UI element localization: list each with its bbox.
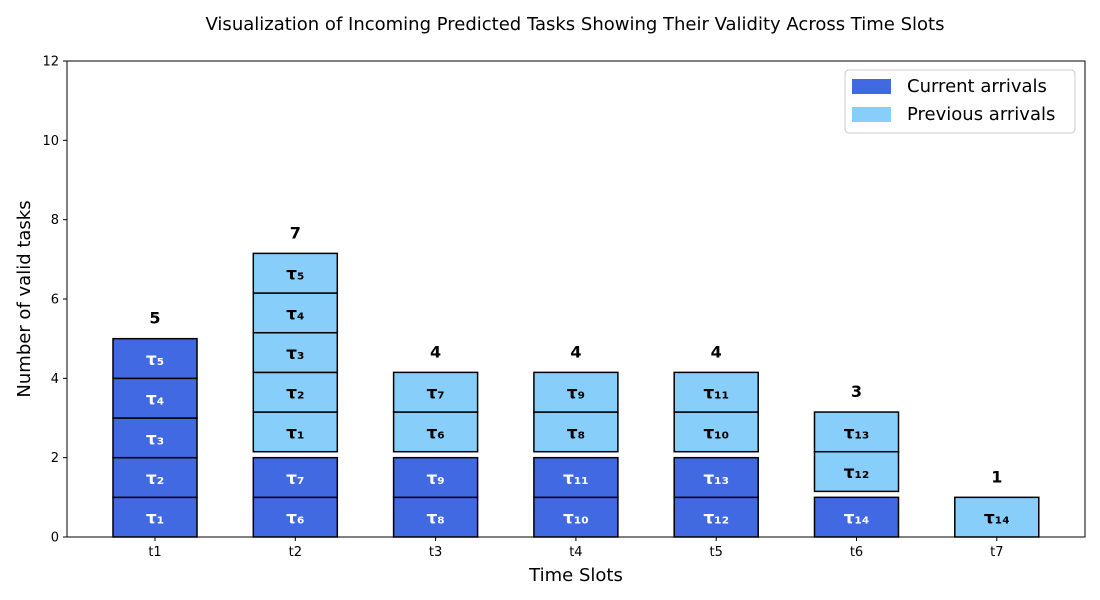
x-tick-label: t2 xyxy=(289,545,302,560)
bar-total-label: 1 xyxy=(991,467,1002,486)
bar-segment-current xyxy=(112,377,198,419)
x-tick-label: t1 xyxy=(148,545,161,560)
segment-label: τ₁₄ xyxy=(844,509,870,529)
bar-segment-previous xyxy=(392,371,479,413)
bar-segment-previous xyxy=(673,411,759,453)
x-tick-label: t4 xyxy=(569,545,582,560)
x-tick-label: t7 xyxy=(990,545,1003,560)
segment-label: τ₉ xyxy=(567,384,585,404)
x-tick-label: t3 xyxy=(429,545,442,560)
y-tick-label: 0 xyxy=(51,531,59,546)
segment-label: τ₁₃ xyxy=(844,423,870,443)
segment-label: τ₁₁ xyxy=(703,384,729,404)
bar-segment-previous xyxy=(813,411,900,453)
segment-label: τ₃ xyxy=(286,344,304,364)
y-tick-label: 10 xyxy=(42,134,59,149)
bar-segment-previous xyxy=(392,411,479,453)
legend-swatch-current xyxy=(852,79,891,94)
segment-label: τ₆ xyxy=(426,423,444,443)
segment-label: τ₁ xyxy=(286,423,304,443)
bar-segment-previous xyxy=(252,292,339,334)
bar-total-label: 5 xyxy=(149,309,160,328)
segment-label: τ₁₁ xyxy=(563,469,589,489)
bar-segment-previous xyxy=(533,411,619,453)
bar-segment-previous xyxy=(252,252,339,294)
segment-label: τ₈ xyxy=(567,423,585,443)
segment-label: τ₁₂ xyxy=(703,509,729,529)
segment-label: τ₄ xyxy=(286,304,304,324)
bar-segment-current xyxy=(392,456,479,499)
segment-label: τ₁₂ xyxy=(844,463,870,483)
legend-box xyxy=(844,69,1076,134)
x-axis-label: Time Slots xyxy=(528,565,623,586)
segment-label: τ₅ xyxy=(146,350,164,370)
legend-swatch-previous xyxy=(852,107,891,122)
segment-label: τ₇ xyxy=(286,469,304,489)
segment-label: τ₁₀ xyxy=(703,423,729,443)
bar-segment-previous xyxy=(533,371,619,413)
bar-total-label: 4 xyxy=(430,342,441,361)
segment-label: τ₁₄ xyxy=(984,509,1010,529)
legend: Current arrivals Previous arrivals xyxy=(844,69,1076,134)
legend-label-current: Current arrivals xyxy=(907,76,1047,97)
segment-label: τ₈ xyxy=(426,509,444,529)
segment-label: τ₂ xyxy=(286,384,304,404)
x-tick-label: t5 xyxy=(710,545,723,560)
y-tick-label: 8 xyxy=(51,213,59,228)
bar-segment-current xyxy=(252,456,339,499)
bar-segment-previous xyxy=(673,371,759,413)
segment-label: τ₉ xyxy=(426,469,444,489)
bar-segment-current xyxy=(673,456,759,499)
chart-title: Visualization of Incoming Predicted Task… xyxy=(206,14,945,35)
segment-label: τ₁₃ xyxy=(703,469,729,489)
bar-segment-current xyxy=(112,337,198,380)
bar-segment-current xyxy=(112,417,198,459)
segment-label: τ₇ xyxy=(426,384,444,404)
segment-label: τ₂ xyxy=(146,469,164,489)
bar-total-label: 3 xyxy=(851,382,862,401)
segment-label: τ₅ xyxy=(286,265,304,285)
bar-segment-current xyxy=(533,456,619,499)
segment-label: τ₁ xyxy=(146,509,164,529)
y-axis-label: Number of valid tasks xyxy=(14,200,35,397)
bar-segment-previous xyxy=(252,331,339,374)
segment-label: τ₁₀ xyxy=(563,509,589,529)
legend-label-previous: Previous arrivals xyxy=(907,104,1055,125)
bar-total-label: 4 xyxy=(570,342,581,361)
plot-area: 0 2 4 6 8 10 12 τ₁ τ₂ τ₃ τ₄ τ₅ 5 t1 τ₆ τ₇ τ₁ τ₂ τ₃ τ₄ τ₅ 7 t2 τ… xyxy=(42,55,1086,560)
bar-total-label: 7 xyxy=(290,223,301,242)
segment-label: τ₆ xyxy=(286,509,304,529)
y-tick-label: 4 xyxy=(51,372,59,387)
segment-label: τ₄ xyxy=(146,390,164,410)
bar-total-label: 4 xyxy=(711,342,722,361)
bar-segment-current xyxy=(813,496,900,538)
y-tick-label: 2 xyxy=(51,451,59,466)
y-tick-label: 12 xyxy=(42,55,59,70)
segment-label: τ₃ xyxy=(146,429,164,449)
y-tick-label: 6 xyxy=(51,293,59,308)
bar-segment-previous xyxy=(252,411,339,453)
x-tick-label: t6 xyxy=(850,545,863,560)
